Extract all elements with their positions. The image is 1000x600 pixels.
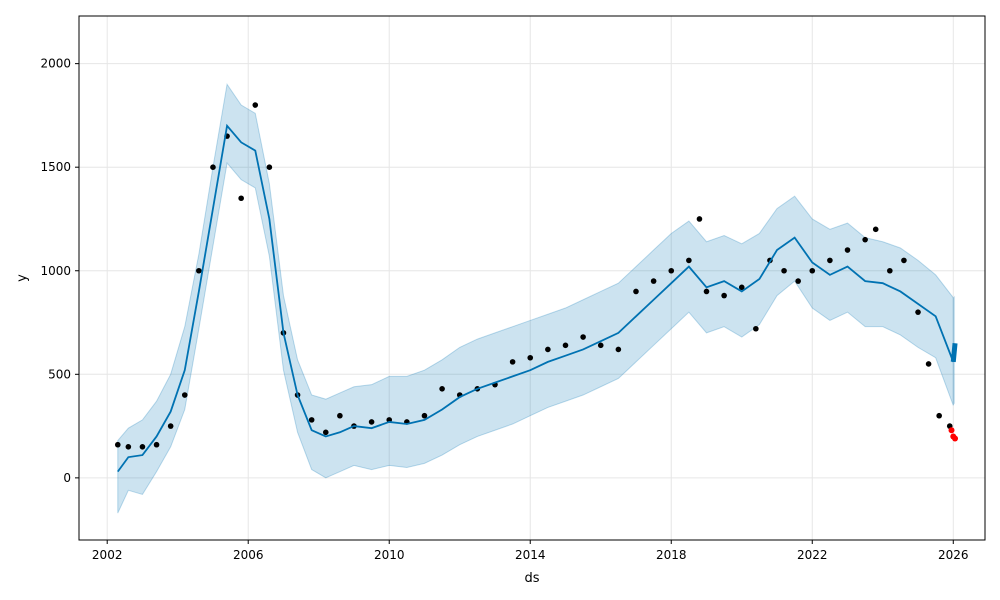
- observed-point: [238, 195, 244, 202]
- x-tick-label: 2014: [515, 548, 546, 562]
- observed-point: [696, 216, 703, 222]
- observed-point: [181, 392, 188, 398]
- observed-point: [167, 423, 174, 429]
- observed-point: [650, 278, 657, 284]
- observed-point: [421, 412, 428, 419]
- observed-point: [844, 247, 851, 253]
- future-forecast-line: [950, 343, 958, 363]
- x-tick-label: 2010: [374, 548, 405, 562]
- test-point: [948, 427, 955, 434]
- observed-point: [827, 257, 833, 264]
- plot-frame: [78, 15, 986, 541]
- observed-point: [753, 325, 759, 332]
- observed-point: [266, 164, 273, 170]
- observed-point: [668, 267, 675, 274]
- observed-point: [196, 267, 202, 274]
- observed-point: [545, 346, 551, 353]
- observed-point: [936, 412, 942, 419]
- observed-point: [562, 342, 569, 349]
- observed-point: [887, 267, 893, 274]
- observed-point: [308, 417, 315, 423]
- observed-point: [125, 443, 132, 450]
- observed-point: [633, 288, 639, 295]
- observed-point: [915, 309, 921, 315]
- observed-point: [597, 342, 604, 349]
- x-tick-label: 2002: [92, 548, 123, 562]
- observed-point: [439, 386, 445, 392]
- x-tick-label: 2018: [656, 548, 687, 562]
- observed-point: [114, 441, 121, 448]
- forecast-line: [117, 123, 955, 473]
- observed-point: [781, 267, 787, 274]
- observed-point: [252, 102, 259, 108]
- y-axis-label: y: [15, 274, 30, 282]
- observed-point: [925, 361, 932, 367]
- x-tick-label: 2022: [797, 548, 828, 562]
- test-point: [952, 435, 959, 442]
- observed-point: [738, 284, 745, 291]
- observed-point: [139, 443, 146, 450]
- observed-point: [509, 359, 516, 365]
- grid: [79, 16, 985, 540]
- observed-point: [901, 257, 907, 264]
- y-tick-label: 1500: [40, 160, 71, 174]
- observed-point: [527, 354, 534, 361]
- axis-ticks: 2002 2006 2010 2014 2018 2022 2026 0 500 1000 1500…: [40, 57, 968, 562]
- observed-point: [721, 292, 727, 299]
- x-tick-label: 2026: [938, 548, 969, 562]
- observed-point: [809, 267, 816, 274]
- uncertainty-interval: [117, 83, 954, 514]
- observed-point: [153, 441, 160, 448]
- y-tick-label: 1000: [40, 264, 71, 278]
- observed-point: [686, 257, 692, 264]
- observed-point: [862, 236, 868, 243]
- x-tick-label: 2006: [233, 548, 264, 562]
- plot-series: [114, 83, 959, 514]
- observed-point: [580, 334, 586, 340]
- y-tick-label: 500: [48, 367, 71, 381]
- observed-point: [322, 429, 329, 436]
- observed-point: [615, 346, 622, 353]
- x-axis-label: ds: [524, 571, 539, 586]
- observed-point: [337, 412, 343, 419]
- observed-point: [703, 288, 710, 295]
- y-tick-label: 0: [63, 471, 71, 485]
- observed-point: [795, 278, 801, 284]
- y-tick-label: 2000: [40, 57, 71, 71]
- observed-point: [210, 164, 216, 170]
- observed-point: [872, 226, 879, 233]
- observed-point: [368, 419, 375, 425]
